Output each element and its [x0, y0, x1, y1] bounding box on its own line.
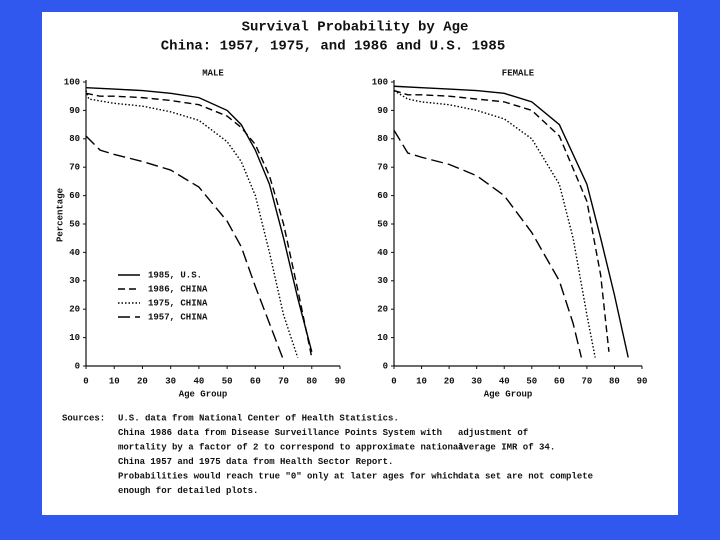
x-tick-label: 0 — [391, 376, 396, 386]
x-tick-label: 40 — [193, 376, 204, 386]
x-tick-label: 80 — [306, 376, 317, 386]
y-tick-label: 70 — [377, 163, 388, 173]
y-tick-label: 30 — [69, 276, 80, 286]
x-tick-label: 10 — [416, 376, 427, 386]
x-tick-label: 70 — [581, 376, 592, 386]
line-series — [393, 89, 596, 358]
y-tick-label: 80 — [377, 134, 388, 144]
source-line: China 1957 and 1975 data from Health Sec… — [118, 457, 393, 467]
title: Survival Probability by Age — [242, 20, 469, 36]
y-tick-label: 0 — [383, 361, 388, 371]
source-line: enough for detailed plots. — [118, 486, 258, 496]
source-line: Probabilities would reach true "0" only … — [118, 471, 458, 481]
x-tick-label: 50 — [222, 376, 233, 386]
y-tick-label: 40 — [69, 248, 80, 258]
x-tick-label: 80 — [609, 376, 620, 386]
y-tick-label: 60 — [377, 191, 388, 201]
legend-label: 1975, CHINA — [148, 298, 208, 308]
x-tick-label: 10 — [109, 376, 120, 386]
source-line: U.S. data from National Center of Health… — [118, 413, 399, 423]
panel — [42, 12, 678, 515]
y-tick-label: 80 — [69, 134, 80, 144]
x-tick-label: 30 — [471, 376, 482, 386]
source-line: mortality by a factor of 2 to correspond… — [118, 442, 464, 452]
line-series — [85, 90, 299, 358]
y-axis-label: Percentage — [55, 188, 65, 242]
line-series — [85, 86, 313, 352]
x-tick-label: 90 — [335, 376, 346, 386]
line-series — [393, 85, 629, 358]
sources-label: Sources: — [62, 413, 105, 423]
legend-label: 1985, U.S. — [148, 270, 202, 280]
source-line: adjustment of — [458, 428, 528, 438]
y-tick-label: 10 — [69, 333, 80, 343]
x-tick-label: 40 — [499, 376, 510, 386]
x-tick-label: 50 — [526, 376, 537, 386]
x-tick-label: 70 — [278, 376, 289, 386]
y-tick-label: 50 — [377, 219, 388, 229]
x-axis-label: Age Group — [179, 389, 228, 399]
y-tick-label: 90 — [69, 106, 80, 116]
x-tick-label: 30 — [165, 376, 176, 386]
source-line: average IMR of 34. — [458, 442, 555, 452]
x-tick-label: 60 — [554, 376, 565, 386]
x-tick-label: 20 — [137, 376, 148, 386]
legend-label: 1957, CHINA — [148, 312, 208, 322]
legend-label: 1986, CHINA — [148, 284, 208, 294]
y-tick-label: 60 — [69, 191, 80, 201]
y-tick-label: 70 — [69, 163, 80, 173]
x-tick-label: 20 — [444, 376, 455, 386]
chart-title: FEMALE — [502, 68, 535, 78]
y-tick-label: 10 — [377, 333, 388, 343]
y-tick-label: 50 — [69, 219, 80, 229]
y-tick-label: 30 — [377, 276, 388, 286]
subtitle: China: 1957, 1975, and 1986 and U.S. 198… — [161, 39, 505, 55]
x-tick-label: 60 — [250, 376, 261, 386]
y-tick-label: 20 — [377, 305, 388, 315]
y-tick-label: 20 — [69, 305, 80, 315]
source-line: data set are not complete — [458, 471, 593, 481]
line-series — [393, 129, 583, 358]
x-tick-label: 90 — [637, 376, 648, 386]
x-tick-label: 0 — [83, 376, 88, 386]
y-tick-label: 90 — [377, 106, 388, 116]
line-series — [85, 92, 313, 358]
y-tick-label: 0 — [75, 361, 80, 371]
x-axis-label: Age Group — [484, 389, 533, 399]
y-tick-label: 40 — [377, 248, 388, 258]
y-tick-label: 100 — [64, 77, 80, 87]
y-tick-label: 100 — [372, 77, 388, 87]
line-series — [393, 89, 610, 352]
chart-title: MALE — [202, 68, 224, 78]
line-series — [85, 135, 285, 361]
source-line: China 1986 data from Disease Surveillanc… — [118, 428, 442, 438]
